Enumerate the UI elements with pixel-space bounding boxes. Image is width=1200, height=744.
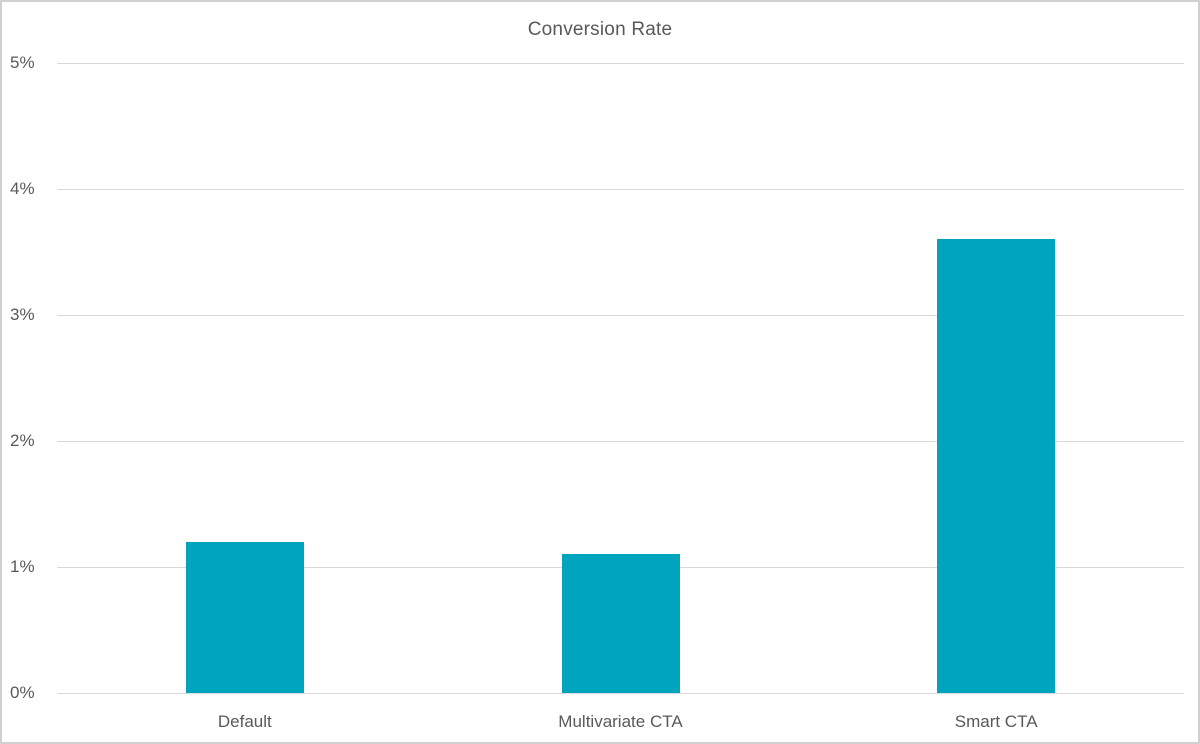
y-axis-tick-label: 2% (10, 431, 35, 450)
gridline (57, 693, 1184, 694)
x-axis-category-label: Multivariate CTA (558, 712, 683, 731)
plot-area (57, 63, 1184, 694)
y-axis-tick-label: 4% (10, 179, 35, 198)
gridline (57, 315, 1184, 316)
y-axis-tick-label: 3% (10, 305, 35, 324)
y-axis-tick-label: 1% (10, 557, 35, 576)
y-axis-tick-label: 0% (10, 683, 35, 702)
x-axis-category-label: Smart CTA (954, 712, 1038, 731)
x-axis-category-label: Default (217, 712, 272, 731)
gridline (57, 441, 1184, 442)
chart-title: Conversion Rate (527, 19, 673, 40)
gridline (57, 189, 1184, 190)
bar-multivariate-cta (561, 554, 680, 693)
gridline (57, 63, 1184, 64)
y-axis-tick-label: 5% (10, 53, 35, 72)
bar-smart-cta (937, 239, 1056, 693)
bar-default (185, 541, 304, 693)
